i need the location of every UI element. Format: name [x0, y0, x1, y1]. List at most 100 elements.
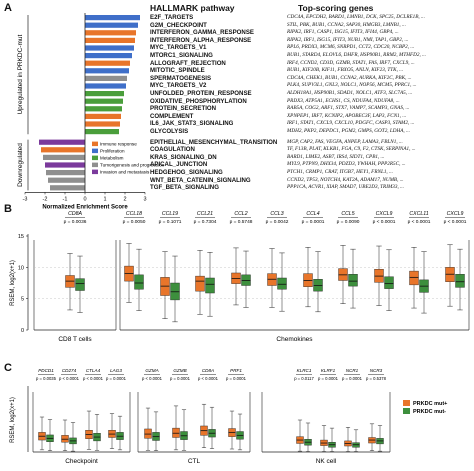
p-value-label: p = 0.1071: [159, 219, 182, 225]
pathway-name: G2M_CHECKPOINT: [150, 21, 207, 29]
nes-bar: [85, 37, 135, 43]
pathway-name: PROTEIN_SECRETION: [150, 105, 217, 113]
legend-swatch: [403, 408, 410, 414]
x-tick-label: -3: [23, 196, 28, 202]
pathway-name: IL6_JAK_STAT3_SIGNALING: [150, 120, 234, 128]
panel-b-letter: B: [4, 203, 12, 215]
y-tick-label: 5: [21, 297, 24, 303]
group-label: NK cell: [316, 458, 337, 465]
pathway-name: UNFOLDED_PROTEIN_RESPONSE: [150, 90, 252, 97]
nes-bar: [85, 15, 140, 21]
p-value-label: p = 0.7304: [194, 219, 217, 225]
pathway-name: GLYCOLYSIS: [150, 128, 189, 135]
p-value-label: p < 0.0001: [59, 376, 80, 381]
gene-label: CCL2: [234, 211, 247, 217]
top-genes: PRDX3, ATP5A1, ECHS1, CS, NDUFA4, NDUFA8…: [287, 97, 400, 104]
pathway-name: ALLOGRAFT_REJECTION: [150, 59, 226, 67]
p-value-label: p = 0.0001: [106, 376, 127, 381]
box-iqr: [205, 277, 215, 294]
box-iqr: [61, 435, 69, 443]
p-value-label: p = 0.0001: [302, 219, 325, 225]
top-genes: TF, F13B, PLAT, KLKB1, FGA, C9, F2, CTSK…: [287, 146, 416, 153]
nes-bar: [85, 98, 123, 104]
p-value-label: p = 0.5378: [366, 376, 387, 381]
gene-label: GZMB: [173, 368, 186, 373]
legend-swatch: [92, 162, 98, 168]
top-genes: PPP1CA, ACVR1, XIAP, SMAD7, UBE2D3, TRIM…: [287, 184, 404, 191]
upregulated-label: Upregulated in PRKDC-mut: [17, 34, 24, 114]
panel-a-letter: A: [4, 2, 12, 14]
p-value-label: p = 0.0117: [294, 376, 314, 381]
top-genes: BUB1, STARD4, ELOVL6, DHFR, HSP90B1, RRM…: [287, 52, 426, 58]
nes-bar: [50, 185, 85, 191]
gene-label: CD8A: [202, 368, 214, 373]
y-axis-title: RSEM, log2(x+1): [10, 397, 16, 443]
p-value-label: p = 0.0001: [318, 376, 339, 381]
gene-label: CCL21: [197, 211, 213, 217]
p-value-label: p < 0.0001: [83, 376, 104, 381]
top-genes: BARD1, LIME2, ASB7, IRS4, SIDT1, CPB1, .…: [287, 153, 385, 160]
top-genes: MYL9, PTPN9, DHX34, PDZD3, YWHAH, PPP2R5…: [287, 161, 406, 168]
legend-swatch: [92, 169, 98, 175]
nes-bar: [85, 30, 136, 36]
gene-label: CCL19: [162, 211, 178, 217]
x-tick-label: 3: [143, 196, 146, 202]
gene-label: CCL5: [341, 211, 354, 217]
gene-label: CCL18: [126, 211, 142, 217]
nes-bar: [39, 139, 85, 145]
nes-bar: [85, 45, 134, 51]
pathway-header: HALLMARK pathway: [150, 3, 235, 13]
legend-label: Immune response: [100, 142, 137, 147]
x-tick-label: 1: [103, 196, 106, 202]
nes-bar: [85, 68, 129, 74]
pathway-name: E2F_TARGETS: [150, 14, 194, 21]
x-tick-label: -2: [43, 196, 48, 202]
p-value-label: p < 0.0001: [198, 376, 219, 381]
nes-bar: [48, 177, 85, 183]
group-label: Checkpoint: [65, 458, 98, 465]
panel-c-letter: C: [4, 362, 12, 374]
gene-label: CCL3: [270, 211, 283, 217]
p-value-label: p = 0.0001: [342, 376, 363, 381]
p-value-label: p = 0.0090: [337, 219, 360, 225]
p-value-label: p < 0.0001: [142, 376, 163, 381]
top-genes: IRF1, STAT1, CXCL9, CXCL10, PDGFC, CASP3…: [287, 120, 415, 127]
pathway-name: EPITHELIAL_MESENCHYMAL_TRANSITION: [150, 138, 278, 146]
p-value-label: p = 0.0001: [226, 376, 247, 381]
y-axis-title: RSEM, log2(x+1): [10, 260, 16, 306]
pathway-name: MYC_TARGETS_V2: [150, 82, 207, 90]
top-genes: RIPK2, IRF1, ISG15, IFIT3, NUB1, NMI, TA…: [287, 36, 409, 43]
top-genes: CDC4A, CHEK1, BUB1, CCNA2, AURKA, KIF2C,…: [287, 74, 412, 81]
x-tick-label: 2: [123, 196, 126, 202]
box-iqr: [409, 270, 419, 286]
box-iqr: [144, 428, 152, 439]
box-iqr: [172, 427, 180, 438]
legend-label: Proliferation: [100, 149, 125, 154]
gene-label: NCR3: [370, 368, 383, 373]
p-value-label: p < 0.0001: [373, 219, 396, 225]
gene-label: PDCD1: [38, 368, 54, 373]
group-label: Chemokines: [276, 336, 313, 343]
top-genes: STIL, PBK, BUB1, CCNA2, SAP30, HMGB3, LM…: [287, 21, 406, 28]
nes-bar: [85, 113, 121, 119]
legend-label: PRKDC mut-: [413, 409, 446, 415]
top-genes: IRF4, CCND2, CD3D, GZMB, STAT1, FAS, IRF…: [287, 59, 415, 66]
legend-swatch: [92, 148, 98, 154]
gene-label: GZMA: [145, 368, 158, 373]
gene-label: CCL4: [306, 211, 319, 217]
nes-bar: [85, 129, 119, 135]
p-value-label: p = 0.0035: [36, 376, 57, 381]
box-iqr: [384, 276, 394, 289]
top-genes: RAB5A, COG2, ARF1, STX7, VAMP7, SCAMP3, …: [287, 105, 410, 112]
p-value-label: p = 0.0036: [64, 219, 87, 225]
top-genes: XPNPEP1, IRF7, KCNIP2, APOBEC3F, LAP3, F…: [287, 112, 407, 119]
pathway-name: INTERFERON_ALPHA_RESPONSE: [150, 36, 252, 44]
gene-label: CXCL9: [376, 211, 393, 217]
p-value-label: p = 0.0050: [123, 219, 146, 225]
gene-label: PRF1: [230, 368, 242, 373]
top-genes: CDC4A, EPCDH2, BARD1, LMNB1, DCK, SPC25,…: [287, 14, 425, 20]
genes-header: Top-scoring genes: [298, 3, 374, 13]
pathway-name: HEDGEHOG_SIGNALING: [150, 169, 223, 176]
nes-bar: [45, 162, 85, 168]
group-label: CTL: [188, 458, 201, 465]
